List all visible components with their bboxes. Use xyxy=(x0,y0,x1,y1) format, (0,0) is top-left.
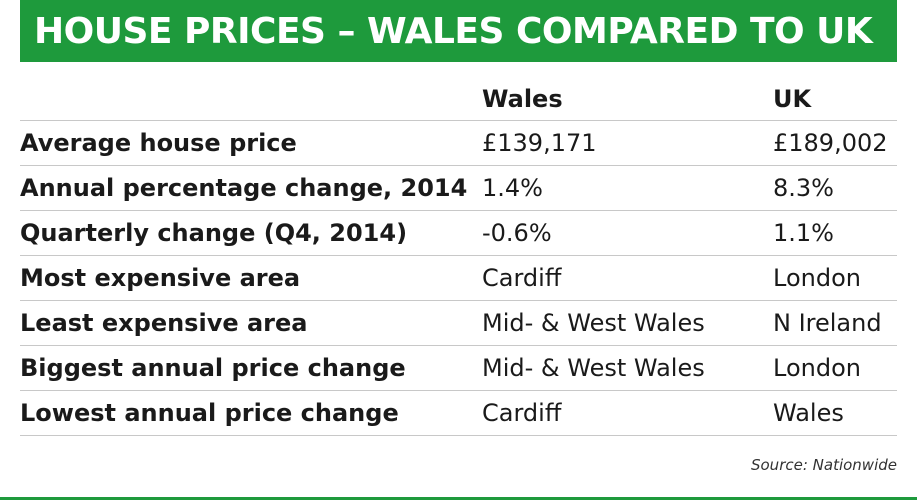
bottom-divider xyxy=(0,497,917,500)
wales-value: Cardiff xyxy=(482,264,562,292)
wales-value: 1.4% xyxy=(482,174,543,202)
table-row: Quarterly change (Q4, 2014) -0.6% 1.1% xyxy=(20,211,897,256)
page-title: HOUSE PRICES – WALES COMPARED TO UK xyxy=(34,10,873,52)
uk-value: 1.1% xyxy=(773,219,834,247)
header-uk: UK xyxy=(773,85,812,113)
uk-value: London xyxy=(773,354,861,382)
table-row: Lowest annual price change Cardiff Wales xyxy=(20,391,897,436)
source-note: Source: Nationwide xyxy=(750,456,897,474)
header-wales: Wales xyxy=(482,85,563,113)
table-row: Biggest annual price change Mid- & West … xyxy=(20,346,897,391)
table-row: Least expensive area Mid- & West Wales N… xyxy=(20,301,897,346)
row-label: Least expensive area xyxy=(20,309,308,337)
wales-value: -0.6% xyxy=(482,219,552,247)
comparison-table: Wales UK Average house price £139,171 £1… xyxy=(20,78,897,436)
title-banner: HOUSE PRICES – WALES COMPARED TO UK xyxy=(20,0,897,62)
table-row: Annual percentage change, 2014 1.4% 8.3% xyxy=(20,166,897,211)
uk-value: N Ireland xyxy=(773,309,882,337)
row-label: Lowest annual price change xyxy=(20,399,399,427)
uk-value: London xyxy=(773,264,861,292)
wales-value: Mid- & West Wales xyxy=(482,309,705,337)
wales-value: Cardiff xyxy=(482,399,562,427)
table-header-row: Wales UK xyxy=(20,78,897,121)
uk-value: 8.3% xyxy=(773,174,834,202)
table-row: Most expensive area Cardiff London xyxy=(20,256,897,301)
row-label: Average house price xyxy=(20,129,297,157)
row-label: Annual percentage change, 2014 xyxy=(20,174,468,202)
row-label: Quarterly change (Q4, 2014) xyxy=(20,219,408,247)
table-row: Average house price £139,171 £189,002 xyxy=(20,121,897,166)
row-label: Most expensive area xyxy=(20,264,301,292)
wales-value: £139,171 xyxy=(482,129,597,157)
row-label: Biggest annual price change xyxy=(20,354,406,382)
uk-value: Wales xyxy=(773,399,844,427)
uk-value: £189,002 xyxy=(773,129,888,157)
wales-value: Mid- & West Wales xyxy=(482,354,705,382)
